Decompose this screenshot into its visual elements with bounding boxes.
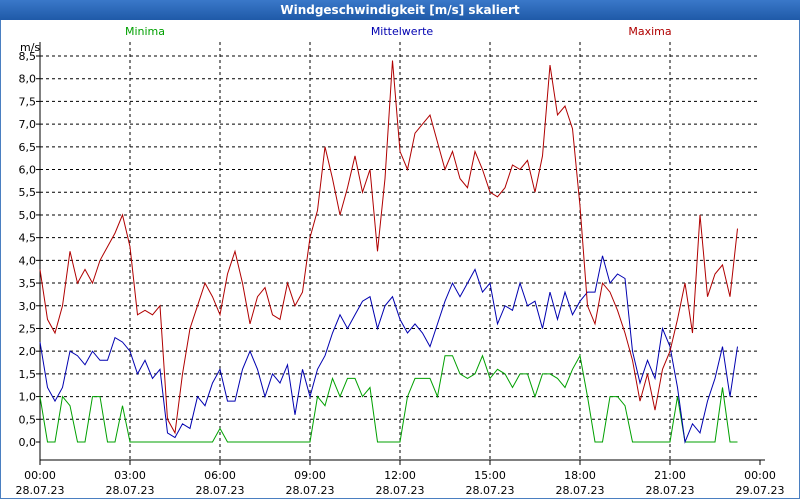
y-tick-label: 5,0 xyxy=(19,209,37,222)
x-tick-date: 28.07.23 xyxy=(286,484,335,497)
x-tick-time: 18:00 xyxy=(564,469,596,482)
x-tick-time: 21:00 xyxy=(654,469,686,482)
x-tick-date: 28.07.23 xyxy=(106,484,155,497)
series-line-maxima xyxy=(39,60,738,435)
y-tick-label: 1,0 xyxy=(19,391,37,404)
y-tick-label: 6,0 xyxy=(19,164,37,177)
grid-lines xyxy=(40,42,760,460)
legend-mittelwerte: Mittelwerte xyxy=(371,25,434,38)
x-tick-date: 28.07.23 xyxy=(196,484,245,497)
x-tick-date: 28.07.23 xyxy=(376,484,425,497)
y-tick-label: 1,5 xyxy=(19,368,37,381)
y-tick-label: 2,5 xyxy=(19,322,37,335)
x-tick-time: 15:00 xyxy=(474,469,506,482)
y-tick-label: 0,5 xyxy=(19,413,37,426)
x-tick-date: 28.07.23 xyxy=(646,484,695,497)
x-tick-time: 12:00 xyxy=(384,469,416,482)
legend: Minima Mittelwerte Maxima xyxy=(125,25,672,38)
x-tick-date: 28.07.23 xyxy=(466,484,515,497)
y-tick-label: 4,0 xyxy=(19,254,37,267)
x-tick-date: 28.07.23 xyxy=(556,484,605,497)
y-tick-label: 7,0 xyxy=(19,118,37,131)
x-tick-time: 03:00 xyxy=(114,469,146,482)
x-tick-date: 28.07.23 xyxy=(16,484,65,497)
y-tick-label: 4,5 xyxy=(19,232,37,245)
y-tick-label: 3,0 xyxy=(19,300,37,313)
y-tick-label: 8,5 xyxy=(19,50,37,63)
legend-maxima: Maxima xyxy=(628,25,671,38)
x-tick-date: 29.07.23 xyxy=(736,484,785,497)
y-tick-label: 3,5 xyxy=(19,277,37,290)
y-tick-label: 2,0 xyxy=(19,345,37,358)
y-axis-label: m/s xyxy=(20,41,40,54)
legend-minima: Minima xyxy=(125,25,165,38)
series-line-mittelwerte xyxy=(39,255,738,444)
x-tick-time: 09:00 xyxy=(294,469,326,482)
series-lines xyxy=(39,60,738,444)
x-tick-time: 00:00 xyxy=(744,469,776,482)
chart-title: Windgeschwindigkeit [m/s] skaliert xyxy=(0,0,800,20)
x-tick-time: 00:00 xyxy=(24,469,56,482)
y-tick-label: 7,5 xyxy=(19,95,37,108)
y-tick-label: 8,0 xyxy=(19,73,37,86)
y-tick-label: 0,0 xyxy=(19,436,37,449)
y-tick-label: 6,5 xyxy=(19,141,37,154)
y-tick-label: 5,5 xyxy=(19,186,37,199)
x-tick-time: 06:00 xyxy=(204,469,236,482)
x-tick-labels: 00:00 28.07.23 03:00 28.07.23 06:00 28.07.23 0… xyxy=(16,460,785,497)
series-line-minima xyxy=(39,354,738,443)
y-tick-labels: 0,0 0,5 1,0 1,5 2,0 2,5 3,0 3,5 4,0 4,5 5,0 5,5 6,0 6… xyxy=(19,50,40,449)
